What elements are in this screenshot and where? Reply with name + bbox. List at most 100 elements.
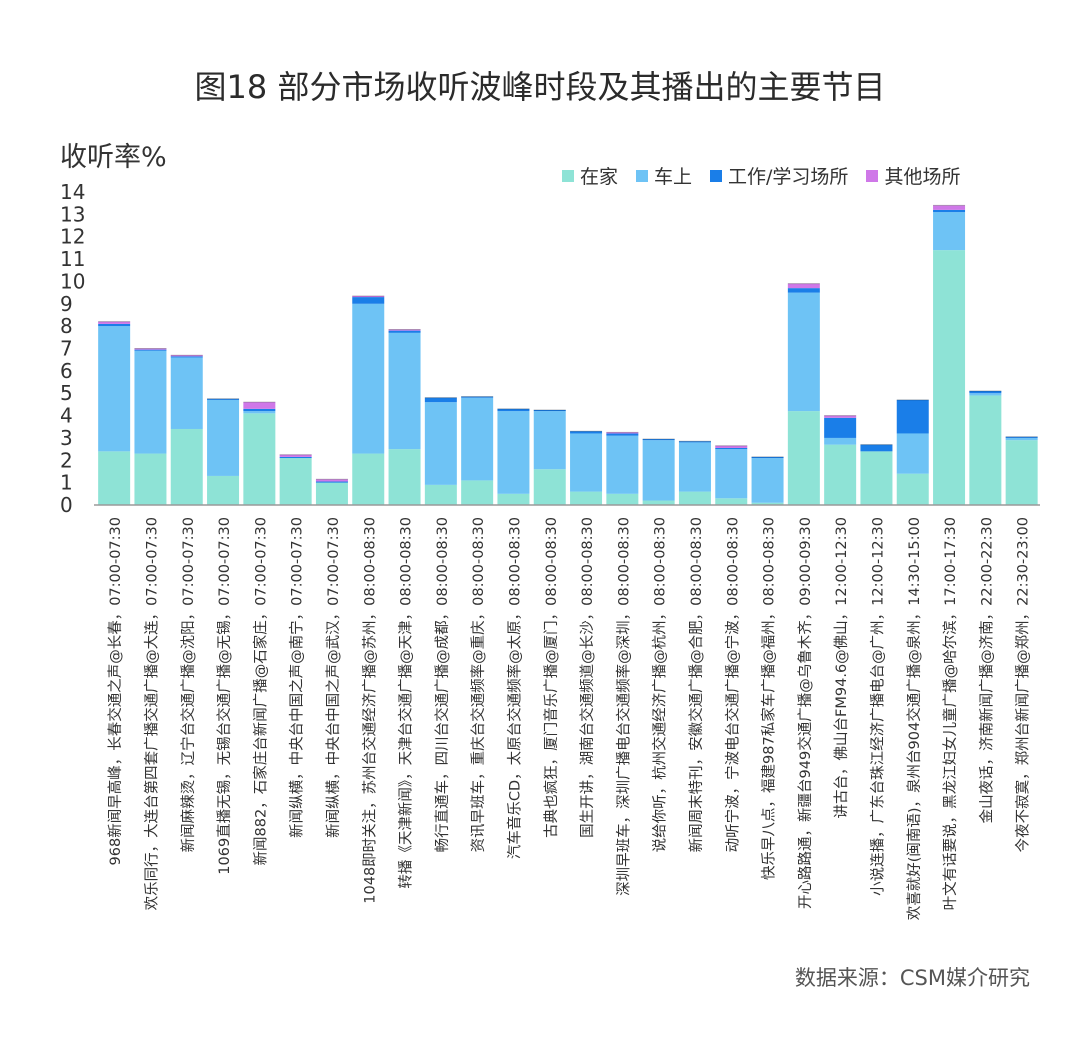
x-tick-label: 欢喜就好(闽南语)，泉州台904交通广播@泉州，14:30-15:00 xyxy=(905,517,923,920)
legend-swatch-home xyxy=(562,169,574,182)
y-tick-label: 4 xyxy=(60,404,73,428)
x-tick-label: 转播《天津新闻》，天津台交通广播@天津，08:00-08:30 xyxy=(397,517,415,889)
bar-segment xyxy=(824,415,857,418)
bar-segment xyxy=(715,449,748,499)
x-tick-label: 快乐早八点，福建987私家车广播@福州，08:00-08:30 xyxy=(761,517,778,880)
bar-segment xyxy=(787,283,820,289)
bar-segment xyxy=(1005,436,1038,438)
bar-segment xyxy=(98,451,131,505)
bar-segment xyxy=(134,348,167,350)
bar-segment xyxy=(642,440,675,501)
bar-segment xyxy=(751,458,784,503)
bar-segment xyxy=(896,399,929,434)
bar-segment xyxy=(969,393,1002,396)
bar-segment xyxy=(243,402,276,409)
bar-segment xyxy=(533,411,566,470)
y-tick-label: 13 xyxy=(60,202,85,226)
bar-segment xyxy=(424,484,457,505)
bar-segment xyxy=(243,408,276,412)
x-tick-label: 古典也疯狂，厦门音乐广播@厦门，08:00-08:30 xyxy=(543,517,560,838)
y-tick-label: 9 xyxy=(60,292,73,316)
bar-segment xyxy=(497,411,530,494)
legend-swatch-other xyxy=(866,169,879,182)
bar-segment xyxy=(860,444,893,452)
x-tick-label: 国生开讲，湖南台交通频道@长沙，08:00-08:30 xyxy=(578,517,596,838)
data-source: 数据来源：CSM媒介研究 xyxy=(794,966,1030,990)
bar-segment xyxy=(388,332,421,450)
legend: 在家 车上 工作/学习场所 其他场所 xyxy=(562,162,960,189)
legend-label-work: 工作/学习场所 xyxy=(728,166,849,188)
legend-item-other: 其他场所 xyxy=(866,162,960,189)
bar-segment xyxy=(424,402,457,485)
legend-swatch-work xyxy=(710,169,723,182)
bar-segment xyxy=(642,500,675,505)
x-tick-label: 新闻周末特刊，安徽交通广播@合肥，08:00-08:30 xyxy=(687,517,705,852)
bar-segment xyxy=(715,447,748,450)
bar-segment xyxy=(170,355,203,357)
x-tick-label: 1069直播无锡，无锡台交通广播@无锡，07:00-07:30 xyxy=(215,517,233,875)
bar-segment xyxy=(388,329,421,331)
y-tick-label: 2 xyxy=(60,448,73,472)
bar-segment xyxy=(98,321,131,324)
bar-segment xyxy=(678,442,711,492)
y-tick-label: 14 xyxy=(60,180,85,204)
x-tick-label: 968新闻早高峰，长春交通之声@长春，07:00-07:30 xyxy=(106,517,124,865)
x-tick-label: 金山夜话，济南新闻广播@济南，22:00-22:30 xyxy=(978,517,995,823)
bar-segment xyxy=(787,411,820,505)
x-tick-label: 讲古台，佛山台FM94.6@佛山，12:00-12:30 xyxy=(833,517,850,818)
legend-item-home: 在家 xyxy=(562,162,618,189)
bar-segment xyxy=(606,433,639,436)
bar-segment xyxy=(497,493,530,505)
bar-segment xyxy=(207,475,240,505)
bar-segment xyxy=(98,323,131,327)
x-tick-label: 新闻882，石家庄台新闻广播@石家庄，07:00-07:30 xyxy=(251,517,269,865)
y-tick-label: 10 xyxy=(60,269,85,293)
x-tick-label: 小说连播，广东台珠江经济广播电台@广州，12:00-12:30 xyxy=(869,517,886,896)
bar-segment xyxy=(969,395,1002,505)
x-tick-label: 汽车音乐CD，太原台交通频率@太原，08:00-08:30 xyxy=(505,517,523,859)
bar-segment xyxy=(606,432,639,434)
x-tick-label: 深圳早班车，深圳广播电台交通频率@深圳，08:00-08:30 xyxy=(614,517,632,896)
bar-segment xyxy=(388,330,421,333)
bar-segment xyxy=(824,444,857,505)
y-tick-label: 12 xyxy=(60,225,85,249)
bar-segment xyxy=(606,435,639,494)
bar-segment xyxy=(315,481,348,483)
bar-segment xyxy=(207,398,240,400)
bar-segment xyxy=(279,454,312,457)
bar-segment xyxy=(896,433,929,474)
bar-segment xyxy=(860,451,893,505)
x-tick-label: 新闻纵横，中央台中国之声@武汉，07:00-07:30 xyxy=(324,517,342,838)
x-tick-label: 说给你听，杭州交通经济广播@杭州，08:00-08:30 xyxy=(651,517,669,852)
legend-item-work: 工作/学习场所 xyxy=(710,162,848,189)
bar-segment xyxy=(352,297,385,304)
legend-item-car: 车上 xyxy=(636,162,692,189)
bar-segment xyxy=(170,356,203,358)
y-tick-label: 5 xyxy=(60,381,73,405)
legend-label-car: 车上 xyxy=(654,166,693,188)
x-tick-label: 畅行直通车，四川台交通广播@成都，08:00-08:30 xyxy=(433,517,451,852)
x-tick-label: 叶文有话要说，黑龙江妇女儿童广播@哈尔滨，17:00-17:30 xyxy=(941,517,959,910)
bar-segment xyxy=(1005,440,1038,505)
y-tick-label: 1 xyxy=(60,471,73,495)
bar-segment xyxy=(751,502,784,505)
bar-segment xyxy=(715,445,748,448)
bar-segment xyxy=(606,493,639,505)
bar-segment xyxy=(824,437,857,445)
bar-segment xyxy=(352,295,385,298)
y-tick-label: 11 xyxy=(60,247,85,271)
bar-segment xyxy=(134,349,167,351)
bar-segment xyxy=(134,350,167,454)
bar-segment xyxy=(134,453,167,505)
bar-segment xyxy=(642,439,675,441)
bar-segment xyxy=(98,326,131,452)
bar-segment xyxy=(461,397,494,481)
bar-segment xyxy=(497,408,530,412)
bar-segment xyxy=(896,473,929,505)
x-tick-label: 新闻纵横，中央台中国之声@南宁，07:00-07:30 xyxy=(288,517,306,838)
bar-segment xyxy=(461,396,494,398)
legend-swatch-car xyxy=(636,169,649,182)
x-tick-label: 资讯早班车，重庆台交通频率@重庆，08:00-08:30 xyxy=(469,517,487,852)
bar-segment xyxy=(533,469,566,505)
bar-segment xyxy=(207,399,240,476)
